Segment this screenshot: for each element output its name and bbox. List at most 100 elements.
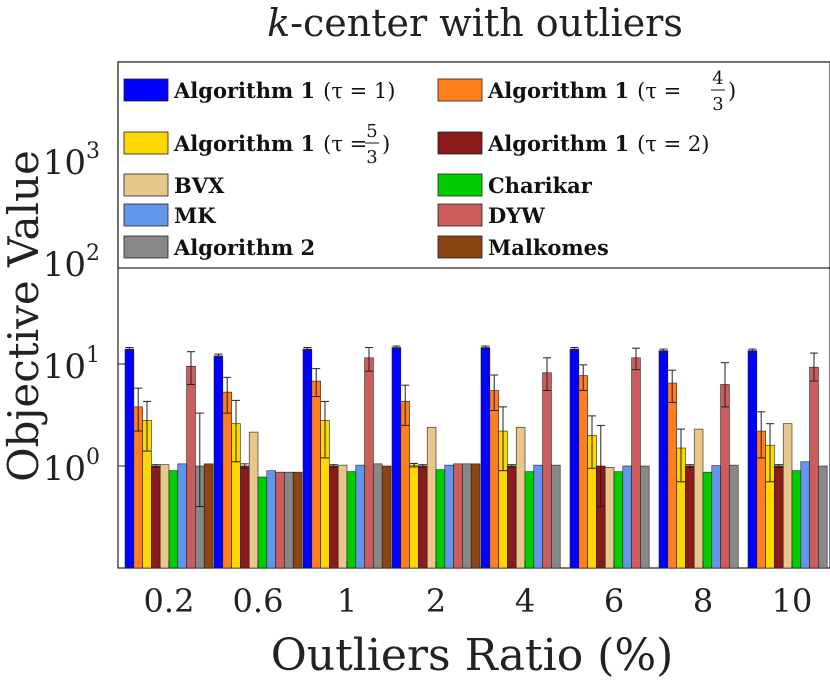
legend-swatch: [123, 203, 169, 227]
bar: [203, 463, 214, 569]
bar: [640, 465, 650, 569]
bar: [480, 347, 491, 569]
legend-swatch: [437, 131, 483, 155]
y-tick-label: 101: [43, 343, 100, 387]
bar: [453, 463, 463, 569]
bar: [515, 426, 526, 569]
bar: [542, 372, 552, 569]
y-tick-base: 10: [43, 245, 86, 285]
legend-series-name: Malkomes: [488, 235, 609, 260]
legend-tau-close: ): [701, 132, 709, 156]
bar: [809, 366, 819, 569]
bar: [569, 348, 580, 569]
bar: [613, 471, 624, 569]
y-tick-exponent: 0: [86, 445, 100, 470]
bar: [720, 384, 730, 569]
bar: [177, 463, 187, 569]
bar: [364, 357, 374, 569]
bar: [551, 464, 561, 569]
x-tick-label: 1: [337, 582, 357, 620]
bar: [151, 465, 161, 569]
bar: [186, 365, 196, 569]
bar: [426, 426, 437, 569]
chart-title: k-center with outliers: [267, 1, 683, 45]
legend-tau-numerator: 5: [366, 121, 377, 142]
x-tick-label: 8: [693, 582, 713, 620]
bar: [168, 470, 179, 569]
bar: [791, 470, 802, 569]
legend-swatch: [437, 173, 483, 197]
legend-tau: (τ =: [323, 132, 367, 156]
legend-tau: (τ =: [323, 79, 374, 103]
x-axis-label: Outliers Ratio (%): [271, 630, 674, 681]
legend-swatch: [437, 235, 483, 259]
legend-series-name: Algorithm 1: [173, 131, 315, 156]
y-tick-base: 10: [43, 449, 86, 489]
bar: [631, 357, 641, 569]
bar: [818, 465, 828, 569]
legend-entry-label: Charikar: [488, 173, 593, 198]
legend-entry-label: Algorithm 1 (τ = 2): [487, 131, 709, 156]
y-tick-exponent: 2: [86, 241, 100, 266]
bar: [470, 463, 481, 569]
bar: [578, 375, 588, 569]
legend-tau: (τ =: [637, 79, 681, 103]
legend-series-name: BVX: [174, 173, 225, 198]
legend-series-name: Algorithm 1: [173, 78, 315, 103]
bar: [729, 464, 739, 569]
bar: [800, 461, 810, 569]
y-tick-label: 102: [43, 241, 100, 285]
bar: [124, 348, 135, 569]
legend-entry-label: DYW: [488, 203, 545, 228]
x-tick-label: 10: [772, 582, 813, 620]
bar: [507, 465, 517, 569]
legend-swatch: [437, 78, 483, 102]
bar: [337, 464, 348, 569]
bar: [774, 465, 784, 569]
bar: [685, 465, 695, 569]
y-tick-base: 10: [43, 143, 86, 183]
x-tick-label: 0.2: [144, 582, 195, 620]
legend-tau-numerator: 4: [712, 68, 723, 89]
legend-series-name: Algorithm 1: [487, 78, 629, 103]
legend-series-name: DYW: [488, 203, 545, 228]
legend-tau-value: 2: [688, 132, 701, 156]
bar: [391, 347, 402, 569]
legend-entry-label: Algorithm 2: [173, 235, 315, 260]
bar: [667, 382, 677, 569]
legend-series-name: Charikar: [488, 173, 593, 198]
bar: [409, 464, 419, 569]
y-tick-base: 10: [43, 347, 86, 387]
bar: [489, 390, 499, 569]
bar: [400, 401, 410, 569]
y-tick-exponent: 3: [86, 139, 100, 164]
legend-swatch: [123, 131, 169, 155]
bar: [524, 471, 535, 569]
y-tick-label: 100: [43, 445, 100, 489]
bar: [418, 465, 428, 569]
legend-entry-label: Algorithm 1 (τ =: [487, 78, 681, 103]
bar: [711, 465, 721, 569]
legend-entry-label: Algorithm 1 (τ =: [173, 131, 367, 156]
x-tick-label: 2: [426, 582, 446, 620]
bar: [693, 428, 704, 569]
bar: [329, 465, 339, 569]
bar: [533, 464, 543, 569]
bar: [355, 464, 365, 569]
bar: [435, 469, 446, 569]
bar: [747, 350, 758, 569]
bar: [266, 470, 276, 569]
y-tick-exponent: 1: [86, 343, 100, 368]
bar: [604, 467, 615, 569]
legend-entry-label: MK: [174, 203, 216, 228]
bar: [292, 471, 303, 569]
bar: [782, 423, 793, 569]
bar: [622, 465, 632, 569]
legend-tau-denominator: 3: [366, 147, 377, 168]
legend-swatch: [123, 173, 169, 197]
legend-tau-close: ): [728, 79, 736, 103]
legend-tau: (τ =: [637, 132, 688, 156]
legend-entry-label: Algorithm 1 (τ = 1): [173, 78, 395, 103]
bar: [311, 380, 321, 569]
